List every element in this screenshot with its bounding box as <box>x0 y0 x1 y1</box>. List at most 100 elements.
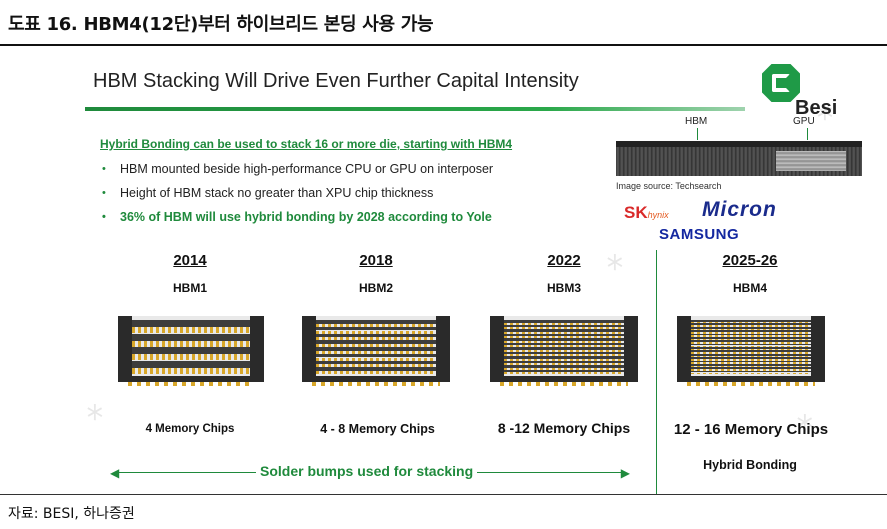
generation-chip-count: 8 -12 Memory Chips <box>478 420 650 438</box>
stack-base-die <box>118 376 264 382</box>
chip-count-text: 8 -12 Memory Chips <box>497 420 631 436</box>
memory-die-layer <box>504 369 624 372</box>
memory-die-layer <box>316 333 436 338</box>
generation-name: HBM4 <box>732 281 767 295</box>
memory-die-layer <box>691 330 811 332</box>
memory-die-layer <box>504 360 624 363</box>
stack-side-wall <box>436 316 450 382</box>
photo-source: Image source: Techsearch <box>616 181 722 191</box>
generation-year: 2018 <box>359 252 393 269</box>
hynix-logo-text: hynix <box>647 210 669 220</box>
memory-die-layer <box>691 360 811 363</box>
memory-die-layer <box>504 333 624 336</box>
solder-bump-row <box>504 367 624 370</box>
photo-pointer-hbm <box>697 128 698 140</box>
memory-die-layer <box>691 340 811 343</box>
solder-bump-row <box>504 345 624 347</box>
memory-die-layer <box>316 326 436 331</box>
solder-bump-row <box>316 344 436 347</box>
photo-label-gpu: GPU <box>793 116 815 127</box>
stack-side-wall <box>118 316 132 382</box>
memory-die-layer <box>691 323 811 326</box>
solder-bump-row <box>504 336 624 338</box>
solder-bump-row <box>691 321 811 324</box>
generation-chip-count: 4 - 8 Memory Chips <box>290 420 465 438</box>
solder-bump-row <box>504 327 624 329</box>
cross-section-photo <box>616 141 862 176</box>
solder-bump-row <box>691 345 811 347</box>
generation-chip-count: 12 - 16 Memory Chips <box>660 421 842 439</box>
top-rule <box>0 44 887 46</box>
figure-source: 자료: BESI, 하나증권 <box>8 506 135 522</box>
solder-bump-row <box>691 332 811 334</box>
memory-die-layer <box>691 320 811 322</box>
solder-bump-row <box>691 335 811 337</box>
stack-base-die <box>490 376 638 382</box>
solder-bump-row <box>132 367 250 374</box>
solder-bump-row <box>316 357 436 361</box>
solder-bump-row <box>691 372 811 374</box>
solder-bump-row <box>691 365 811 368</box>
memory-die-layer <box>504 324 624 327</box>
generation-year: 2014 <box>173 252 207 269</box>
solder-bump-row <box>504 363 624 365</box>
generation-name: HBM2 <box>358 281 393 295</box>
bullet-list: HBM mounted beside high-performance CPU … <box>100 160 493 232</box>
memory-die-layer <box>316 367 436 371</box>
stack-bumps <box>128 382 254 386</box>
generation-chip-count: 4 Memory Chips <box>110 419 270 437</box>
memory-die-layer <box>504 351 624 354</box>
memory-die-layer <box>691 357 811 359</box>
memory-die-layer <box>504 329 624 332</box>
generation-2025-26: 2025-26 HBM4 <box>700 252 800 295</box>
stack-base-die <box>677 376 825 382</box>
solder-bump-row <box>691 348 811 351</box>
besi-logo-text: Besi <box>795 97 838 119</box>
solder-bump-row <box>316 323 436 327</box>
generation-name: HBM3 <box>546 281 581 295</box>
hbm4-stack-diagram <box>677 316 825 386</box>
memory-die-layer <box>132 333 250 341</box>
stack-base-die <box>302 376 450 382</box>
hbm2-stack-diagram <box>302 316 450 386</box>
solder-bump-row <box>504 340 624 343</box>
solder-bump-row <box>691 355 811 358</box>
solder-bump-row <box>132 354 250 361</box>
memory-die-layer <box>316 347 436 351</box>
solder-bumps-label: Solder bumps used for stacking <box>256 463 478 479</box>
arrow-right-icon: ▶ <box>620 466 630 480</box>
stack-bumps <box>687 382 815 386</box>
generation-2022: 2022 HBM3 <box>514 252 614 295</box>
photo-pointer-gpu <box>807 128 808 140</box>
hybrid-divider <box>656 250 657 495</box>
sk-logo-text: SK <box>624 203 648 222</box>
memory-die-layer <box>691 370 811 373</box>
sk-hynix-logo: SKhynix <box>624 203 669 223</box>
hbm1-stack-diagram <box>118 316 264 386</box>
stack-side-wall <box>490 316 504 382</box>
solder-bump-row <box>691 362 811 364</box>
solder-bump-row <box>691 325 811 327</box>
solder-bump-row <box>691 338 811 341</box>
memory-die-layer <box>504 342 624 345</box>
chip-count-text: 4 - 8 Memory Chips <box>320 422 435 436</box>
photo-label-hbm: HBM <box>685 116 708 127</box>
solder-bump-row <box>504 358 624 361</box>
bullet-item: HBM mounted beside high-performance CPU … <box>100 160 493 184</box>
solder-bump-row <box>132 327 250 334</box>
solder-bump-row <box>691 359 811 361</box>
memory-die-layer <box>504 356 624 359</box>
memory-die-layer <box>691 367 811 370</box>
generation-name: HBM1 <box>172 281 207 295</box>
solder-bump-row <box>504 354 624 356</box>
memory-die-layer <box>691 363 811 366</box>
slide-title: HBM Stacking Will Drive Even Further Cap… <box>93 70 579 92</box>
arrow-left-icon: ◀ <box>110 466 120 480</box>
memory-die-layer <box>132 347 250 355</box>
memory-die-layer <box>504 365 624 368</box>
solder-bump-row <box>691 342 811 344</box>
stack-bumps <box>312 382 440 386</box>
hbm3-stack-diagram <box>490 316 638 386</box>
solder-bump-row <box>504 331 624 334</box>
stack-side-wall <box>677 316 691 382</box>
